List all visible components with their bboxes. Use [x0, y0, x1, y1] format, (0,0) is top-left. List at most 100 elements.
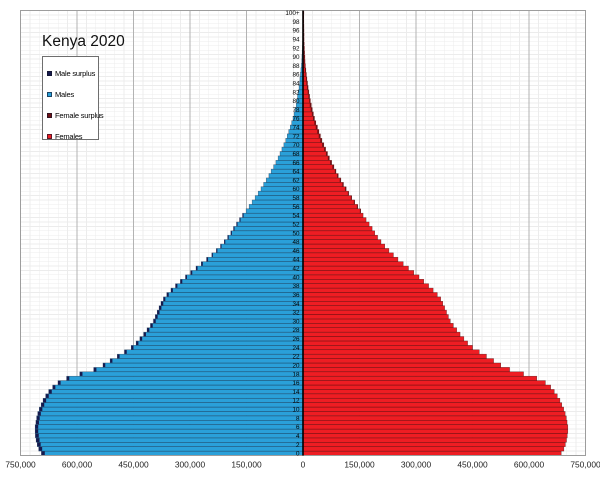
male-surplus-cap: [35, 429, 39, 434]
male-bar: [45, 393, 304, 399]
female-bar: [302, 204, 358, 210]
male-surplus-cap: [185, 275, 187, 279]
male-surplus-cap: [36, 438, 40, 442]
x-tick-label: 750,000: [5, 460, 36, 470]
age-tick-label: 56: [292, 204, 300, 211]
age-tick-label: 38: [292, 283, 300, 290]
male-bar: [155, 314, 304, 320]
male-surplus-cap: [196, 266, 198, 271]
female-bar: [302, 124, 318, 130]
female-bar: [302, 151, 328, 157]
female-bar: [302, 274, 420, 280]
female-bar: [302, 367, 510, 373]
age-tick-label: 20: [292, 362, 300, 369]
male-bar: [211, 252, 304, 258]
female-bar: [302, 314, 449, 320]
male-surplus-cap: [175, 283, 178, 288]
age-tick-label: 32: [292, 310, 300, 317]
age-tick-label: 48: [292, 239, 300, 246]
age-tick-label: 16: [292, 380, 300, 387]
age-tick-label: 12: [292, 398, 300, 405]
age-tick-label: 4: [296, 433, 300, 440]
age-tick-label: 78: [292, 107, 300, 114]
age-tick-label: 26: [292, 336, 300, 343]
age-tick-label: 96: [292, 28, 300, 35]
age-tick-label: 84: [292, 80, 300, 87]
age-tick-label: 62: [292, 177, 300, 184]
male-bar: [109, 358, 304, 364]
age-tick-label: 40: [292, 274, 300, 281]
female-bar: [302, 327, 457, 333]
male-bar: [48, 389, 304, 395]
male-bar: [130, 345, 304, 351]
male-bar: [34, 428, 304, 434]
male-bar: [37, 411, 304, 417]
male-bar: [201, 261, 304, 267]
male-surplus-cap: [139, 336, 143, 341]
female-surplus-cap: [325, 151, 328, 156]
males-color-swatch: [47, 92, 52, 97]
female-surplus-cap: [339, 178, 341, 183]
male-surplus-cap: [52, 385, 56, 390]
female-surplus-cap: [306, 76, 308, 81]
male-surplus-cap: [166, 292, 169, 297]
male-surplus-cap: [102, 363, 106, 368]
age-tick-label: 18: [292, 371, 300, 378]
female-bar: [302, 177, 342, 183]
female-surplus-cap: [318, 134, 321, 138]
male-surplus-cap: [155, 314, 158, 319]
female-surplus-cap: [347, 191, 349, 196]
female-surplus-cap: [320, 138, 322, 143]
female-bar: [302, 182, 344, 187]
age-tick-label: 58: [292, 195, 300, 202]
female-bar: [302, 406, 564, 412]
age-tick-label: 50: [292, 230, 300, 237]
male-bar: [170, 287, 304, 293]
female-bar: [302, 195, 352, 201]
female-bar: [302, 318, 451, 324]
male-surplus-cap: [143, 332, 146, 337]
female-surplus-cap: [303, 41, 305, 46]
female-bar: [302, 323, 454, 328]
age-tick-label: 30: [292, 318, 300, 325]
female-surplus-cap: [322, 142, 324, 147]
female-surplus-cap: [334, 169, 336, 174]
age-tick-label: 98: [292, 19, 300, 26]
male-surplus-cap: [37, 411, 41, 416]
male-surplus-color-swatch: [47, 71, 52, 76]
female-bar: [302, 415, 567, 421]
age-tick-label: 36: [292, 292, 300, 299]
female-bar: [302, 261, 404, 267]
female-surplus-cap: [311, 112, 314, 116]
male-surplus-cap: [57, 380, 61, 385]
female-surplus-cap: [308, 94, 310, 99]
female-surplus-cap: [304, 59, 306, 64]
female-bar: [302, 428, 569, 434]
age-tick-label: 68: [292, 151, 300, 158]
female-surplus-cap: [312, 116, 315, 121]
male-surplus-cap: [48, 389, 52, 394]
male-bar: [35, 437, 304, 443]
female-bar: [302, 349, 480, 355]
female-bar: [302, 393, 558, 399]
male-surplus-cap: [35, 433, 39, 438]
female-bar: [302, 129, 320, 135]
female-bar: [302, 309, 447, 315]
female-bar: [302, 446, 565, 452]
female-surplus-cap: [309, 103, 312, 108]
female-surplus-cap: [315, 125, 318, 130]
female-surplus-cap: [342, 182, 344, 187]
male-bar: [37, 442, 304, 447]
female-bar: [302, 186, 347, 192]
female-bar: [302, 375, 537, 381]
male-bar: [153, 318, 304, 324]
age-tick-label: 44: [292, 257, 300, 264]
female-bar: [302, 243, 385, 249]
male-bar: [158, 305, 304, 311]
female-bar: [302, 252, 394, 258]
female-surplus-cap: [317, 129, 319, 134]
male-surplus-cap: [37, 442, 41, 447]
male-surplus-cap: [190, 270, 193, 275]
age-tick-label: 88: [292, 63, 300, 70]
x-tick-label: 150,000: [344, 460, 375, 470]
